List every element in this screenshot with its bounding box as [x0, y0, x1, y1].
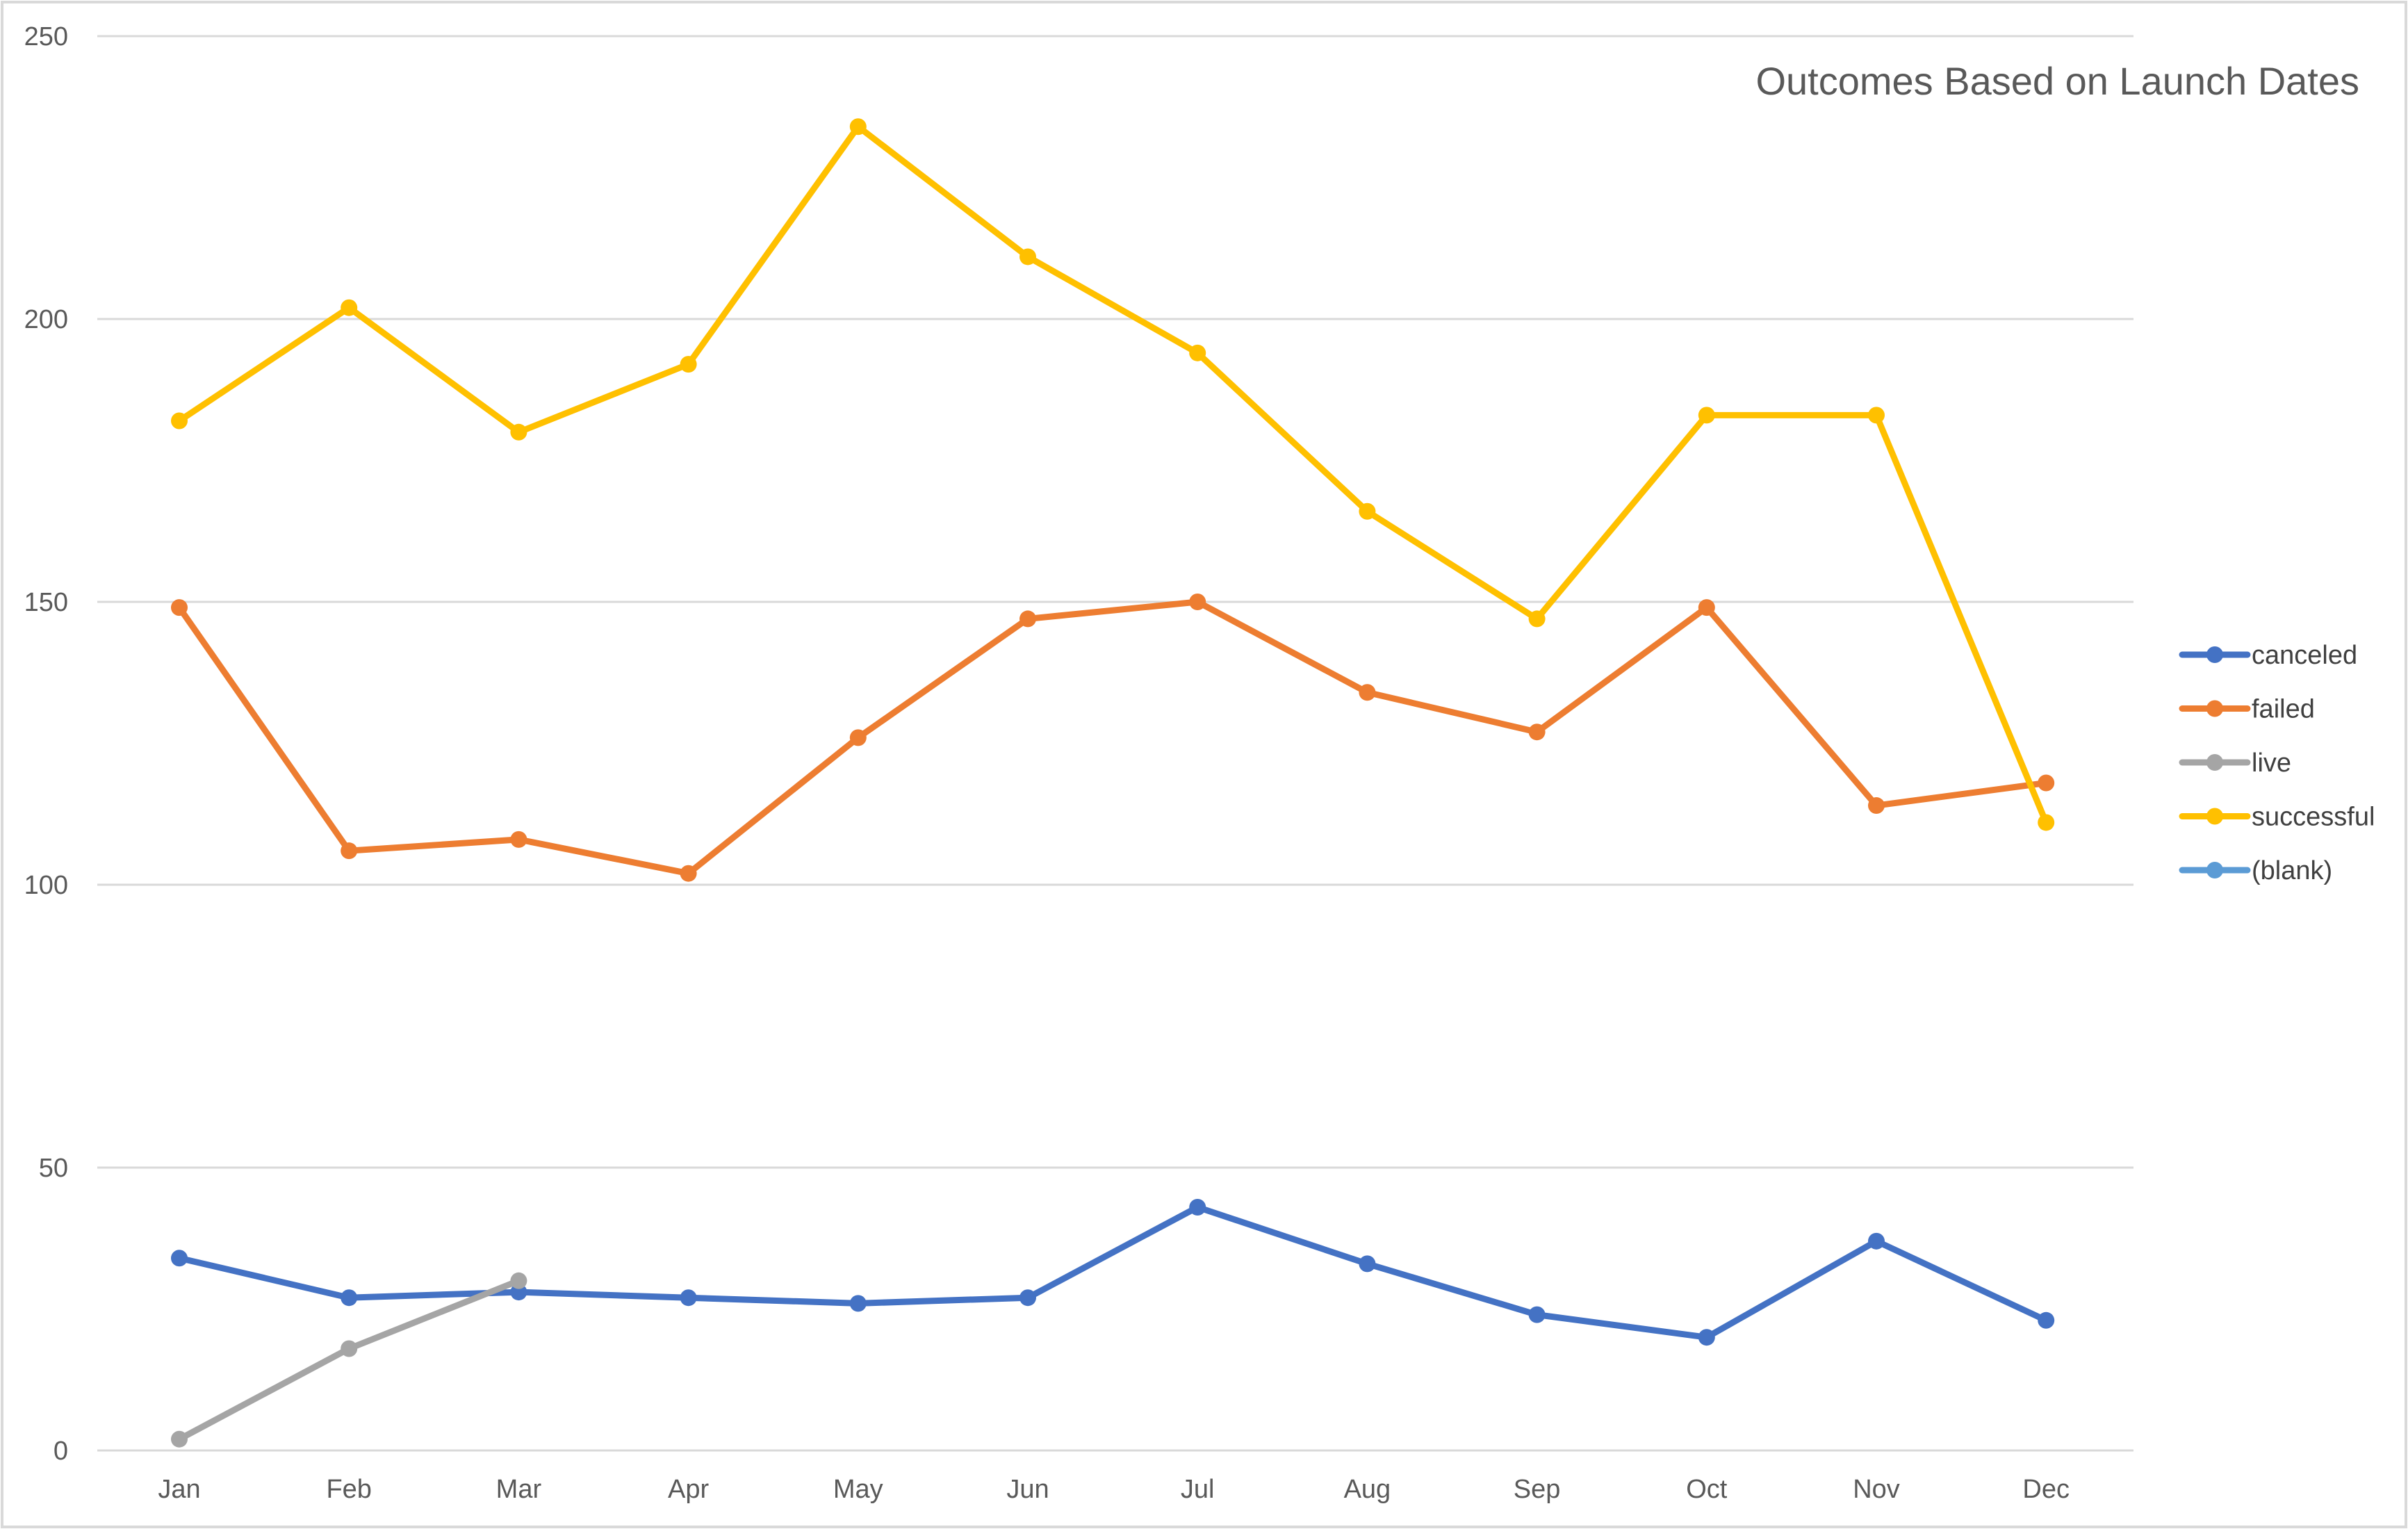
legend-label: canceled [2252, 641, 2357, 670]
x-tick-label: Jan [158, 1475, 200, 1504]
series-line [176, 123, 2049, 826]
legend-swatch-marker [2206, 646, 2223, 663]
data-point [1868, 1232, 1885, 1250]
data-point [1019, 610, 1036, 628]
data-point [341, 299, 358, 316]
data-point [1189, 1198, 1206, 1216]
data-point [1019, 1289, 1036, 1307]
legend-item: successful [2179, 803, 2375, 832]
data-point [1868, 407, 1885, 424]
x-tick-label: Sep [1514, 1475, 1561, 1504]
data-point [171, 1430, 188, 1448]
series-layer [171, 118, 2055, 1448]
legend-item: failed [2179, 695, 2315, 724]
data-point [680, 1289, 697, 1307]
legend-item: (blank) [2179, 856, 2332, 885]
data-point [1528, 1306, 1546, 1323]
x-tick-label: Oct [1686, 1475, 1728, 1504]
data-point [1189, 594, 1206, 610]
y-axis-tick-labels: 0 50 100 150 200 250 [24, 22, 68, 1466]
legend-item: live [2179, 749, 2291, 778]
legend-item: canceled [2179, 641, 2357, 670]
legend-swatch-marker [2206, 754, 2223, 771]
data-point [341, 1340, 358, 1357]
data-point [510, 423, 527, 441]
y-tick-label: 0 [54, 1437, 68, 1466]
y-tick-label: 200 [24, 305, 68, 334]
x-tick-label: Jul [1181, 1475, 1215, 1504]
data-point [1698, 1329, 1715, 1346]
legend-swatch-marker [2206, 700, 2223, 717]
y-tick-label: 100 [24, 871, 68, 900]
data-point [1528, 723, 1546, 741]
x-tick-label: Apr [668, 1475, 709, 1504]
data-point [510, 1272, 527, 1289]
legend: canceled failed live successful (blank) [2179, 641, 2375, 885]
data-point [2038, 1311, 2055, 1329]
gridlines [97, 35, 2133, 1452]
series-canceled [171, 1198, 2055, 1346]
data-point [171, 1250, 188, 1267]
x-tick-label: May [833, 1475, 883, 1504]
series-failed [171, 594, 2055, 882]
x-tick-label: Dec [2022, 1475, 2070, 1504]
data-point [1528, 610, 1546, 628]
data-point [680, 356, 697, 373]
data-point [2038, 814, 2055, 831]
data-point [849, 118, 867, 136]
data-point [171, 412, 188, 430]
data-point [2038, 774, 2055, 792]
data-point [1698, 599, 1715, 616]
data-point [680, 865, 697, 882]
data-point [849, 1295, 867, 1312]
x-tick-label: Mar [496, 1475, 542, 1504]
series-live [171, 1272, 527, 1448]
data-point [1359, 1255, 1376, 1273]
x-tick-label: Nov [1853, 1475, 1900, 1504]
y-tick-label: 150 [24, 588, 68, 617]
data-point [1698, 407, 1715, 424]
data-point [341, 1289, 358, 1307]
legend-label: failed [2252, 695, 2315, 724]
data-point [849, 729, 867, 746]
data-point [1359, 684, 1376, 701]
data-point [510, 831, 527, 848]
data-point [171, 599, 188, 616]
x-tick-label: Jun [1006, 1475, 1049, 1504]
legend-swatch-marker [2206, 808, 2223, 825]
x-tick-label: Feb [326, 1475, 371, 1504]
series-line [176, 1204, 2049, 1341]
series-successful [171, 118, 2055, 831]
data-point [1019, 248, 1036, 265]
data-point [1868, 797, 1885, 815]
data-point [1359, 502, 1376, 520]
x-axis-tick-labels: Jan Feb Mar Apr May Jun Jul Aug Sep Oct Nov Dec [158, 1475, 2070, 1504]
y-tick-label: 50 [39, 1154, 68, 1183]
legend-label: live [2252, 749, 2291, 778]
legend-label: successful [2252, 803, 2375, 832]
series-line [176, 598, 2049, 877]
data-point [341, 842, 358, 860]
chart-title: Outcomes Based on Launch Dates [1755, 59, 2359, 103]
data-point [1189, 344, 1206, 361]
x-tick-label: Aug [1344, 1475, 1391, 1504]
legend-label: (blank) [2252, 856, 2332, 885]
y-tick-label: 250 [24, 22, 68, 51]
legend-swatch-marker [2206, 862, 2223, 878]
